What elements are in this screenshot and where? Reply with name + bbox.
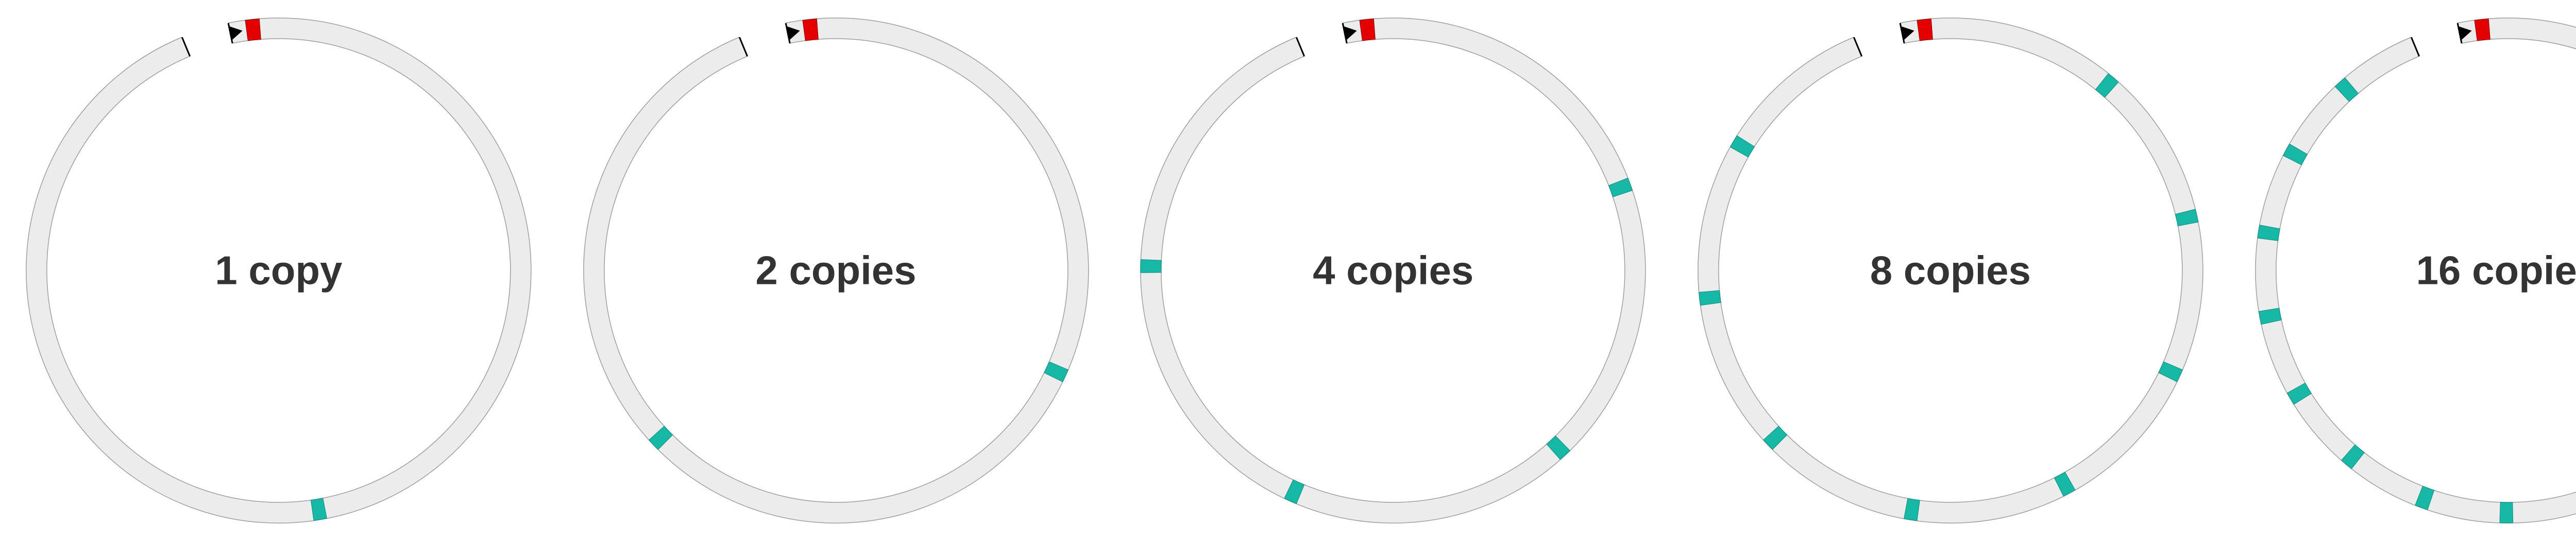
origin-gap (739, 22, 790, 58)
plasmid-ring (2255, 18, 2576, 523)
origin-feature (1360, 19, 1375, 41)
plasmid-cell: 8 copies (1672, 0, 2229, 541)
plasmid-map (557, 0, 1115, 541)
plasmid-map (0, 0, 557, 541)
origin-gap (1296, 22, 1347, 58)
origin-feature (803, 19, 818, 41)
feature-mark (1141, 260, 1161, 273)
origin-feature (245, 19, 261, 41)
plasmid-map (2229, 0, 2576, 541)
origin-gap (2411, 22, 2462, 58)
plasmid-map (1114, 0, 1672, 541)
plasmid-map (1672, 0, 2229, 541)
origin-feature (2475, 19, 2490, 41)
plasmid-ring (26, 18, 531, 523)
origin-feature (1917, 19, 1933, 41)
origin-gap (181, 22, 233, 58)
feature-mark (2500, 502, 2513, 523)
origin-gap (1853, 22, 1905, 58)
plasmid-cell: 16 copies (2229, 0, 2576, 541)
plasmid-cell: 1 copy (0, 0, 557, 541)
plasmid-ring (1141, 18, 1646, 523)
plasmid-row: 1 copy2 copies4 copies8 copies16 copies3… (0, 0, 2576, 541)
plasmid-cell: 4 copies (1114, 0, 1672, 541)
feature-mark (1699, 291, 1721, 306)
plasmid-cell: 2 copies (557, 0, 1115, 541)
